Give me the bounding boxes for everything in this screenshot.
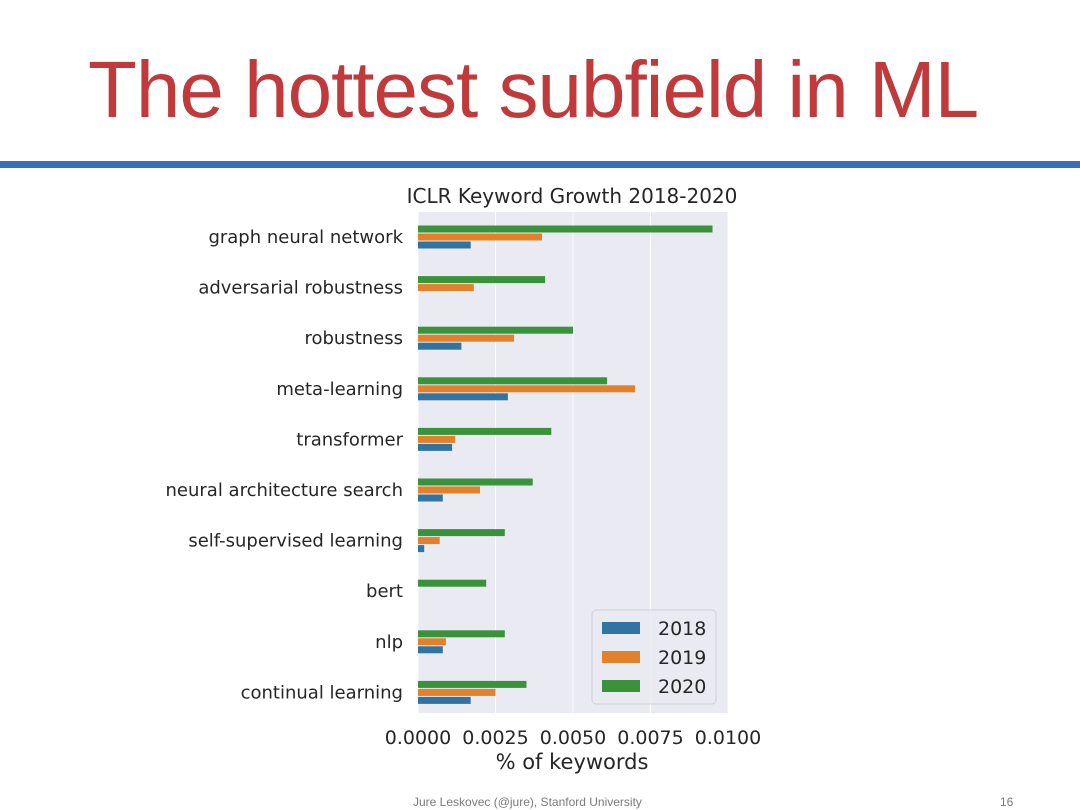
bar-2018-meta-learning: [418, 393, 508, 401]
bar-2019-continual-learning: [418, 688, 496, 696]
category-labels: graph neural network adversarial robustne…: [166, 227, 404, 703]
bar-2019-adversarial-robustness: [418, 284, 474, 292]
category-label: adversarial robustness: [198, 278, 403, 299]
bar-2019-neural-architecture-search: [418, 486, 480, 494]
bar-2020-meta-learning: [418, 377, 608, 385]
legend-swatch-2018: [602, 622, 640, 634]
bar-2019-transformer: [418, 435, 456, 443]
bar-2018-graph-neural-network: [418, 241, 471, 249]
bar-2020-neural-architecture-search: [418, 478, 533, 486]
x-tick-label: 0.0000: [385, 727, 451, 749]
bar-2018-continual-learning: [418, 696, 471, 704]
bar-2018-robustness: [418, 342, 462, 350]
category-label: self-supervised learning: [188, 531, 403, 552]
x-tick-label: 0.0025: [462, 727, 528, 749]
bar-2019-self-supervised-learning: [418, 537, 440, 545]
bar-2020-self-supervised-learning: [418, 529, 505, 537]
category-label: transformer: [296, 429, 403, 450]
x-tick-labels: 0.0000 0.0025 0.0050 0.0075 0.0100: [385, 727, 761, 749]
bar-2020-bert: [418, 579, 487, 587]
bars: [418, 225, 713, 704]
legend-swatch-2020: [602, 680, 640, 692]
bar-2019-robustness: [418, 334, 515, 342]
legend-label: 2018: [658, 618, 706, 640]
bar-2020-continual-learning: [418, 680, 527, 688]
category-label: robustness: [304, 328, 403, 349]
x-tick-label: 0.0050: [540, 727, 606, 749]
category-label: nlp: [375, 632, 403, 653]
bar-2020-robustness: [418, 326, 573, 334]
bar-2020-transformer: [418, 427, 552, 435]
bar-2020-graph-neural-network: [418, 225, 713, 233]
bar-2018-nlp: [418, 646, 443, 654]
footer-author: Jure Leskovec (@jure), Stanford Universi…: [413, 795, 642, 809]
legend: 2018 2019 2020: [591, 609, 717, 705]
bar-2018-self-supervised-learning: [418, 545, 425, 553]
legend-swatch-2019: [602, 651, 640, 663]
category-label: continual learning: [241, 682, 403, 703]
slide-title: The hottest subfield in ML: [88, 45, 979, 134]
chart-title: ICLR Keyword Growth 2018-2020: [407, 184, 738, 208]
bar-2020-adversarial-robustness: [418, 276, 546, 284]
bar-2019-nlp: [418, 638, 446, 646]
category-label: graph neural network: [208, 227, 403, 248]
category-label: neural architecture search: [166, 480, 403, 501]
category-label: meta-learning: [276, 379, 403, 400]
bar-2018-transformer: [418, 443, 453, 451]
legend-label: 2020: [658, 676, 706, 698]
bar-2018-neural-architecture-search: [418, 494, 443, 502]
x-tick-label: 0.0100: [695, 727, 761, 749]
title-divider: [0, 161, 1080, 168]
page-number: 16: [1000, 795, 1014, 809]
bar-2019-graph-neural-network: [418, 233, 542, 241]
category-label: bert: [366, 581, 403, 602]
bar-2020-nlp: [418, 630, 505, 638]
x-axis-label: % of keywords: [496, 750, 649, 774]
keyword-growth-chart: graph neural network adversarial robustne…: [166, 184, 762, 774]
x-tick-label: 0.0075: [617, 727, 683, 749]
legend-label: 2019: [658, 647, 706, 669]
bar-2019-meta-learning: [418, 385, 635, 393]
